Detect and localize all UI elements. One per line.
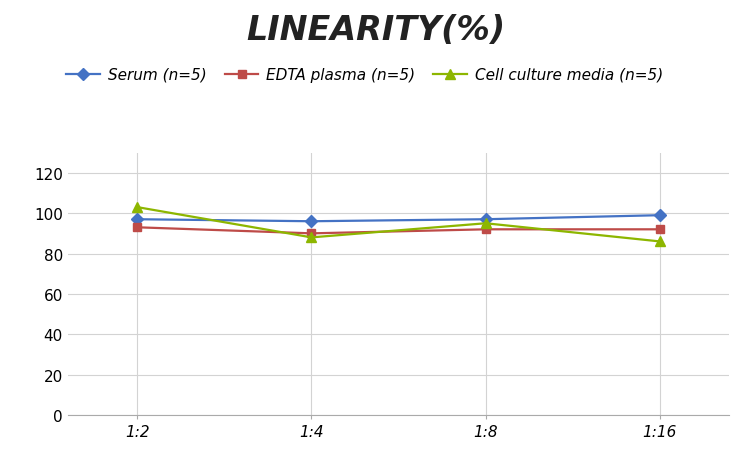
Serum (n=5) <box>655 213 664 218</box>
Cell culture media (n=5) <box>307 235 316 240</box>
EDTA plasma (n=5) <box>481 227 490 233</box>
Line: EDTA plasma (n=5): EDTA plasma (n=5) <box>133 224 664 238</box>
Legend: Serum (n=5), EDTA plasma (n=5), Cell culture media (n=5): Serum (n=5), EDTA plasma (n=5), Cell cul… <box>60 62 669 89</box>
EDTA plasma (n=5) <box>133 225 142 230</box>
Cell culture media (n=5) <box>481 221 490 226</box>
Serum (n=5) <box>307 219 316 225</box>
Cell culture media (n=5) <box>655 239 664 244</box>
Text: LINEARITY(%): LINEARITY(%) <box>247 14 505 46</box>
Serum (n=5) <box>133 217 142 222</box>
Serum (n=5) <box>481 217 490 222</box>
Line: Serum (n=5): Serum (n=5) <box>133 212 664 226</box>
Line: Cell culture media (n=5): Cell culture media (n=5) <box>132 203 665 247</box>
EDTA plasma (n=5) <box>655 227 664 233</box>
EDTA plasma (n=5) <box>307 231 316 236</box>
Cell culture media (n=5) <box>133 205 142 210</box>
